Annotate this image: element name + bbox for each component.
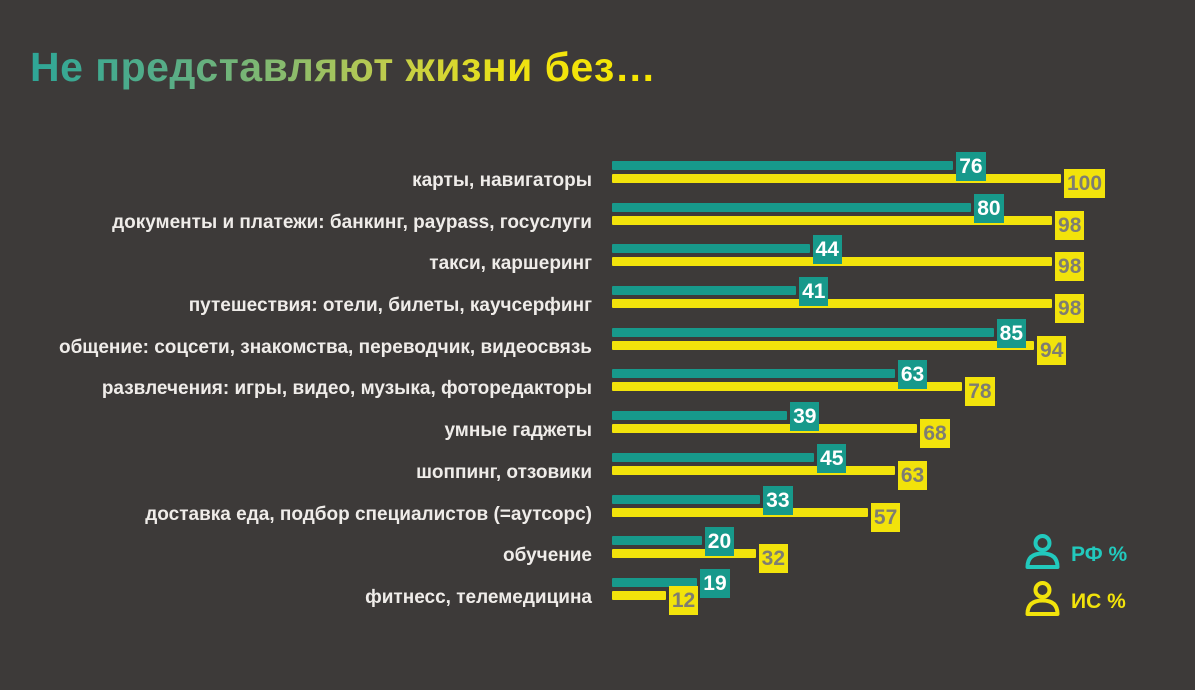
- category-label: шоппинг, отзовики: [416, 461, 592, 483]
- is-value-label: 63: [897, 460, 928, 490]
- is-value-label: 68: [920, 419, 950, 449]
- rf-value-label: 41: [799, 277, 829, 307]
- rf-value-label: 76: [956, 152, 986, 181]
- chart-row: такси, каршеринг 44 98: [0, 233, 1195, 282]
- rf-value-label: 33: [763, 485, 793, 515]
- chart-row: фитнесс, телемедицина 19 12: [0, 567, 1195, 615]
- chart-row: умные гаджеты 39 68: [0, 400, 1195, 449]
- category-label: путешествия: отели, билеты, каучсерфинг: [188, 295, 592, 317]
- is-value-label: 94: [1037, 335, 1067, 365]
- is-value-label: 78: [965, 377, 995, 407]
- category-label: умные гаджеты: [444, 420, 592, 442]
- is-bar: [612, 382, 963, 392]
- legend-item-rf: РФ %: [1024, 528, 1127, 570]
- rf-bar: [612, 494, 761, 504]
- rf-value-label: 19: [700, 568, 730, 598]
- is-value-label: 100: [1064, 169, 1106, 198]
- rf-bar: [612, 369, 895, 379]
- bar-chart: карты, навигаторы 76 100 документы и платеж…: [0, 150, 1195, 615]
- category-label: обучение: [503, 545, 592, 567]
- rf-value-label: 80: [974, 193, 1004, 223]
- is-bar: [612, 507, 868, 517]
- chart-row: обучение 20 32: [0, 525, 1195, 574]
- is-value-label: 98: [1055, 210, 1085, 240]
- person-icon: [1024, 534, 1061, 570]
- rf-bar: [612, 286, 797, 296]
- bar-group: 85 94: [612, 317, 1195, 365]
- rf-bar: [612, 244, 810, 254]
- chart-row: путешествия: отели, билеты, каучсерфинг 4…: [0, 275, 1195, 324]
- is-bar: [612, 299, 1053, 309]
- legend: РФ % ИС %: [1024, 528, 1127, 617]
- category-label: доставка еда, подбор специалистов (=аутс…: [145, 503, 592, 525]
- is-bar: [612, 340, 1035, 350]
- bar-group: 76 100: [612, 150, 1195, 198]
- is-value-label: 98: [1055, 252, 1085, 282]
- bar-group: 80 98: [612, 192, 1195, 240]
- is-bar: [612, 424, 918, 434]
- category-label: фитнесс, телемедицина: [365, 586, 592, 608]
- legend-label-is: ИС %: [1071, 590, 1126, 613]
- rf-value-label: 45: [817, 443, 847, 473]
- person-icon: [1024, 581, 1061, 617]
- is-bar: [612, 174, 1061, 183]
- rf-bar: [612, 161, 954, 170]
- bar-group: 33 57: [612, 484, 1195, 532]
- category-label: документы и платежи: банкинг, paypass, г…: [112, 211, 592, 233]
- bar-group: 20 32: [612, 525, 1195, 574]
- rf-bar: [612, 452, 815, 462]
- chart-row: шоппинг, отзовики 45 63: [0, 442, 1195, 490]
- is-value-label: 57: [870, 502, 901, 532]
- category-label: такси, каршеринг: [429, 253, 592, 275]
- bar-group: 41 98: [612, 275, 1195, 324]
- rf-bar: [612, 202, 972, 212]
- chart-row: развлечения: игры, видео, музыка, фоторе…: [0, 358, 1195, 407]
- legend-item-is: ИС %: [1024, 575, 1127, 617]
- rf-value-label: 20: [704, 527, 735, 557]
- chart-row: доставка еда, подбор специалистов (=аутс…: [0, 484, 1195, 532]
- chart-row: общение: соцсети, знакомства, переводчик…: [0, 317, 1195, 365]
- bar-group: 63 78: [612, 358, 1195, 407]
- rf-bar: [612, 536, 702, 546]
- is-value-label: 12: [668, 585, 699, 615]
- chart-row: документы и платежи: банкинг, paypass, г…: [0, 192, 1195, 240]
- bar-group: 19 12: [612, 567, 1195, 615]
- rf-bar: [612, 411, 788, 421]
- rf-value-label: 63: [897, 360, 928, 390]
- category-label: развлечения: игры, видео, музыка, фоторе…: [101, 378, 592, 400]
- rf-bar: [612, 327, 994, 337]
- category-label: общение: соцсети, знакомства, переводчик…: [58, 336, 592, 358]
- legend-label-rf: РФ %: [1071, 543, 1128, 566]
- chart-title: Не представляют жизни без…: [30, 44, 657, 90]
- is-bar: [612, 215, 1053, 225]
- category-label: карты, навигаторы: [412, 170, 592, 191]
- is-value-label: 98: [1055, 294, 1085, 324]
- is-bar: [612, 549, 756, 559]
- chart-row: карты, навигаторы 76 100: [0, 150, 1195, 198]
- rf-value-label: 39: [790, 402, 820, 432]
- rf-value-label: 85: [996, 318, 1026, 348]
- is-bar: [612, 590, 666, 600]
- bar-group: 45 63: [612, 442, 1195, 490]
- rf-bar: [612, 577, 698, 587]
- bar-group: 44 98: [612, 233, 1195, 282]
- rf-value-label: 44: [812, 235, 842, 265]
- is-bar: [612, 465, 895, 475]
- is-value-label: 32: [758, 544, 789, 574]
- bar-group: 39 68: [612, 400, 1195, 449]
